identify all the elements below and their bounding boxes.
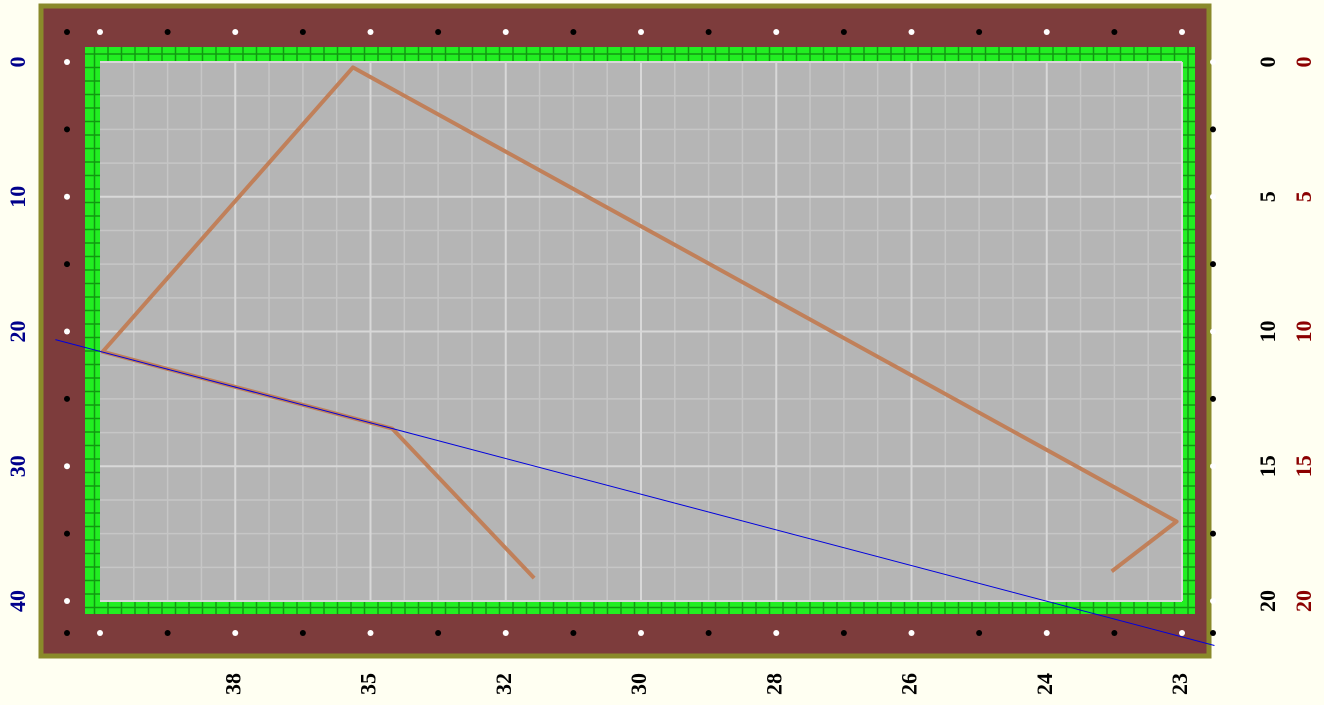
border-dot [1210, 193, 1216, 200]
border-dot [638, 29, 644, 35]
y-tick-label: 0 [5, 57, 30, 68]
border-dot [1043, 630, 1050, 636]
border-dot [1210, 59, 1216, 65]
x-tick-label: 38 [220, 673, 245, 695]
y3-tick-label: 15 [1291, 455, 1316, 477]
border-dot [1111, 29, 1118, 35]
border-dot [64, 29, 70, 35]
x-tick-label: 28 [761, 673, 786, 695]
border-dot [1043, 29, 1050, 35]
border-dot [64, 530, 70, 537]
border-dot [773, 630, 780, 636]
border-dot [1210, 261, 1216, 268]
border-dot [64, 193, 70, 200]
border-dot [976, 630, 983, 636]
border-dot [299, 29, 306, 35]
border-dot [97, 29, 103, 35]
border-dot [705, 630, 712, 636]
x-tick-label: 23 [1167, 673, 1192, 695]
x-tick-label: 26 [897, 673, 922, 695]
border-dot [97, 630, 103, 636]
x-tick-label: 35 [356, 673, 381, 695]
y-tick-label: 10 [5, 186, 30, 208]
y2-tick-label: 5 [1255, 191, 1280, 202]
border-dot [1210, 395, 1216, 402]
border-dot [705, 29, 712, 35]
plot: 0 10 20 30 40 0 5 10 15 20 0 5 10 15 20 38 35 32 30 28 26 24 2… [5, 57, 1316, 696]
border-dot [908, 29, 915, 35]
border-dot [1111, 630, 1118, 636]
y3-tick-label: 5 [1291, 191, 1316, 202]
border-dot [164, 630, 171, 636]
x-tick-label: 24 [1032, 673, 1057, 695]
border-dot [638, 630, 644, 636]
series-line [100, 65, 1179, 580]
y3-tick-label: 0 [1291, 57, 1316, 68]
border-dot [502, 630, 509, 636]
border-dot [502, 29, 509, 35]
border-dot [1210, 530, 1216, 537]
border-dot [64, 126, 70, 133]
border-dot [976, 29, 983, 35]
y-tick-label: 20 [5, 321, 30, 343]
border-dot [1179, 29, 1185, 35]
border-dot [840, 630, 847, 636]
border-dot [64, 395, 70, 402]
border-dot [64, 630, 70, 636]
y2-tick-label: 10 [1255, 321, 1280, 343]
border-dot [570, 29, 577, 35]
border-dot [164, 29, 171, 35]
border-dot [1210, 463, 1216, 470]
border-dot [64, 261, 70, 268]
border-dot [908, 630, 915, 636]
border-dot [64, 463, 70, 470]
border-dot [1210, 598, 1216, 604]
border-dot [64, 59, 70, 65]
border-dot [64, 328, 70, 335]
y3-tick-label: 20 [1291, 590, 1316, 612]
border-dot [1210, 328, 1216, 335]
x-tick-label: 30 [626, 673, 651, 695]
x-tick-label: 32 [491, 673, 516, 695]
border-dot [840, 29, 847, 35]
border-dot [232, 29, 239, 35]
y2-tick-label: 0 [1255, 57, 1280, 68]
y3-tick-label: 10 [1291, 321, 1316, 343]
border-dot [367, 29, 374, 35]
border-dot [435, 29, 442, 35]
border-dot [1210, 630, 1216, 636]
y2-tick-label: 20 [1255, 590, 1280, 612]
border-dot [773, 29, 780, 35]
border-dot [570, 630, 577, 636]
border-dot [232, 630, 239, 636]
y-tick-label: 30 [5, 455, 30, 477]
y-tick-label: 40 [5, 590, 30, 612]
border-dot [1210, 126, 1216, 133]
border-dot [367, 630, 374, 636]
border-dot [435, 630, 442, 636]
y2-tick-label: 15 [1255, 455, 1280, 477]
border-dot [1179, 630, 1185, 636]
series-line [55, 339, 1215, 646]
border-dot [64, 598, 70, 604]
border-dot [299, 630, 306, 636]
